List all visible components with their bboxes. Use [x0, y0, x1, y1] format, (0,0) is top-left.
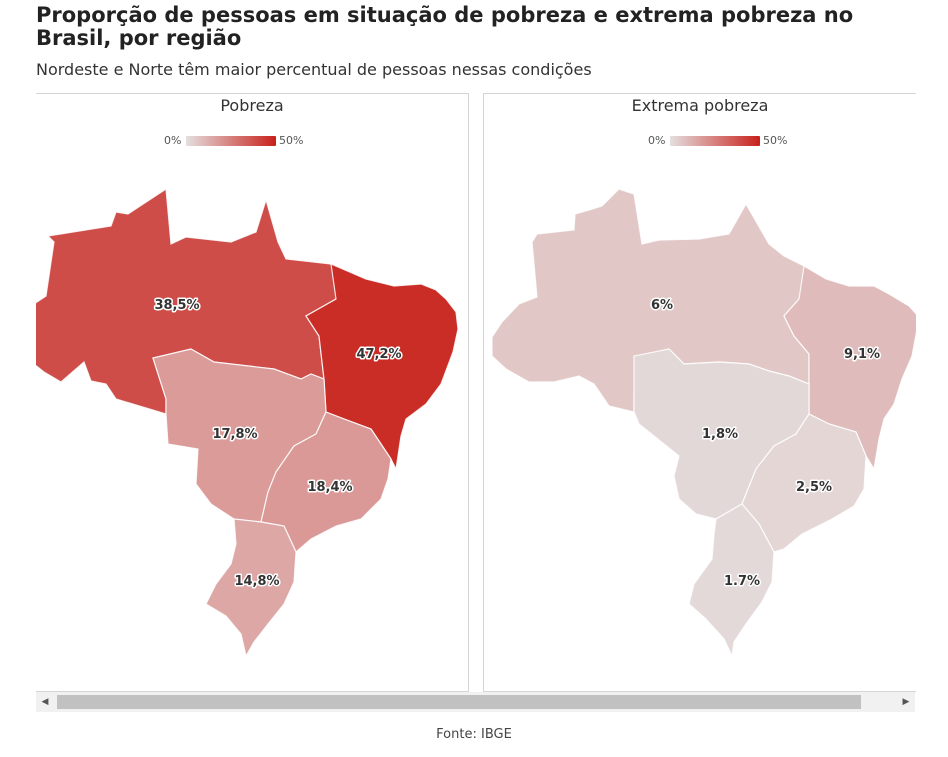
region-nordeste[interactable]: [305, 263, 459, 471]
legend-gradient-bar: [186, 136, 276, 146]
value-label-sudeste: 18,4%: [307, 480, 352, 495]
region-sudeste[interactable]: [741, 413, 867, 553]
region-nordeste[interactable]: [783, 265, 916, 471]
brazil-map-extrema-pobreza: 6% 9,1% 1,8% 2,5% 1.7%: [491, 188, 916, 659]
value-label-sudeste: 2,5%: [796, 480, 832, 495]
value-label-nordeste: 9,1%: [844, 347, 880, 362]
brazil-map-pobreza: 38,5% 47,2% 17,8% 18,4% 14,8%: [36, 187, 459, 658]
value-label-sul: 1.7%: [724, 574, 760, 589]
legend-max-label: 50%: [279, 134, 304, 147]
color-legend-extrema-pobreza: 0% 50%: [648, 134, 788, 148]
scroll-left-arrow-icon[interactable]: ◀: [41, 697, 49, 707]
scroll-right-arrow-icon[interactable]: ▶: [902, 697, 910, 707]
value-label-centro-oeste: 17,8%: [212, 427, 257, 442]
color-legend-pobreza: 0% 50%: [164, 134, 304, 148]
map-panel-extrema-pobreza: Extrema pobreza 0% 50% 6% 9,1% 1,8% 2,5%…: [483, 93, 916, 692]
scrollbar-thumb[interactable]: [57, 695, 861, 709]
horizontal-scrollbar[interactable]: ◀ ▶: [36, 692, 915, 712]
page-title: Proporção de pessoas em situação de pobr…: [36, 3, 854, 50]
map-panel-pobreza: Pobreza 0% 50% 38,5% 47,2% 17,8% 18,4% 1…: [36, 93, 469, 692]
value-label-nordeste: 47,2%: [356, 347, 401, 362]
value-label-norte: 6%: [651, 298, 673, 313]
legend-min-label: 0%: [164, 134, 182, 147]
legend-min-label: 0%: [648, 134, 666, 147]
map-title-extrema-pobreza: Extrema pobreza: [631, 96, 769, 115]
region-sul[interactable]: [205, 518, 297, 658]
region-sul[interactable]: [688, 503, 775, 659]
value-label-centro-oeste: 1,8%: [702, 427, 738, 442]
value-label-sul: 14,8%: [234, 574, 279, 589]
legend-max-label: 50%: [763, 134, 788, 147]
region-sudeste[interactable]: [260, 411, 392, 553]
source-note: Fonte: IBGE: [436, 727, 512, 742]
page-subtitle: Nordeste e Norte têm maior percentual de…: [36, 60, 592, 79]
legend-gradient-bar: [670, 136, 760, 146]
value-label-norte: 38,5%: [154, 298, 199, 313]
map-title-pobreza: Pobreza: [220, 96, 284, 115]
